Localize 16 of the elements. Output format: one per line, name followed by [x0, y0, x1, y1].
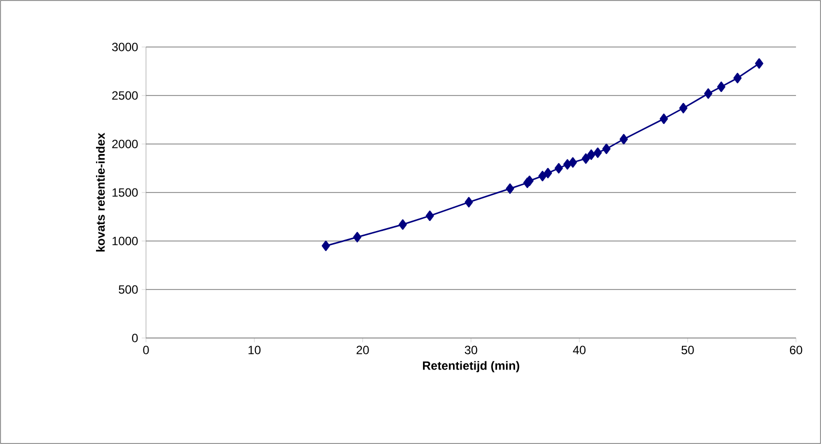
y-tick-label: 0	[132, 334, 138, 342]
x-tick-label: 40	[572, 346, 586, 354]
x-tick-label: 10	[248, 346, 261, 354]
x-tick-label: 60	[790, 346, 802, 354]
y-tick-label: 1500	[112, 188, 138, 197]
x-tick-label: 0	[143, 346, 149, 354]
y-axis-title: kovats retentie-index	[96, 132, 105, 252]
y-tick-label: 1000	[112, 236, 138, 246]
y-tick-label: 3000	[112, 42, 138, 52]
x-tick-label: 30	[464, 346, 478, 354]
x-axis-title: Retentietijd (min)	[422, 361, 520, 372]
y-tick-label: 2000	[112, 140, 138, 148]
y-tick-label: 500	[118, 285, 138, 294]
x-tick-label: 50	[682, 346, 694, 354]
x-tick-label: 20	[356, 346, 369, 354]
y-tick-label: 2500	[112, 91, 138, 100]
